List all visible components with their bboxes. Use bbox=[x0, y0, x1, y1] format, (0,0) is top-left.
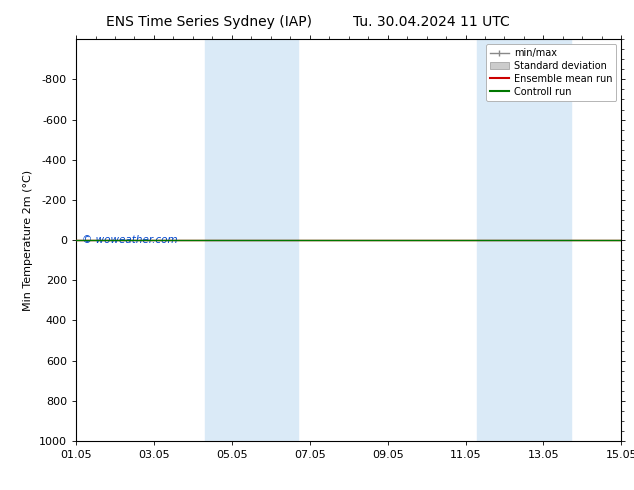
Text: Tu. 30.04.2024 11 UTC: Tu. 30.04.2024 11 UTC bbox=[353, 15, 510, 29]
Bar bbox=[205, 39, 298, 441]
Text: ENS Time Series Sydney (IAP): ENS Time Series Sydney (IAP) bbox=[107, 15, 312, 29]
Y-axis label: Min Temperature 2m (°C): Min Temperature 2m (°C) bbox=[23, 170, 34, 311]
Bar bbox=[477, 39, 571, 441]
Legend: min/max, Standard deviation, Ensemble mean run, Controll run: min/max, Standard deviation, Ensemble me… bbox=[486, 44, 616, 100]
Text: © woweather.com: © woweather.com bbox=[82, 235, 177, 245]
